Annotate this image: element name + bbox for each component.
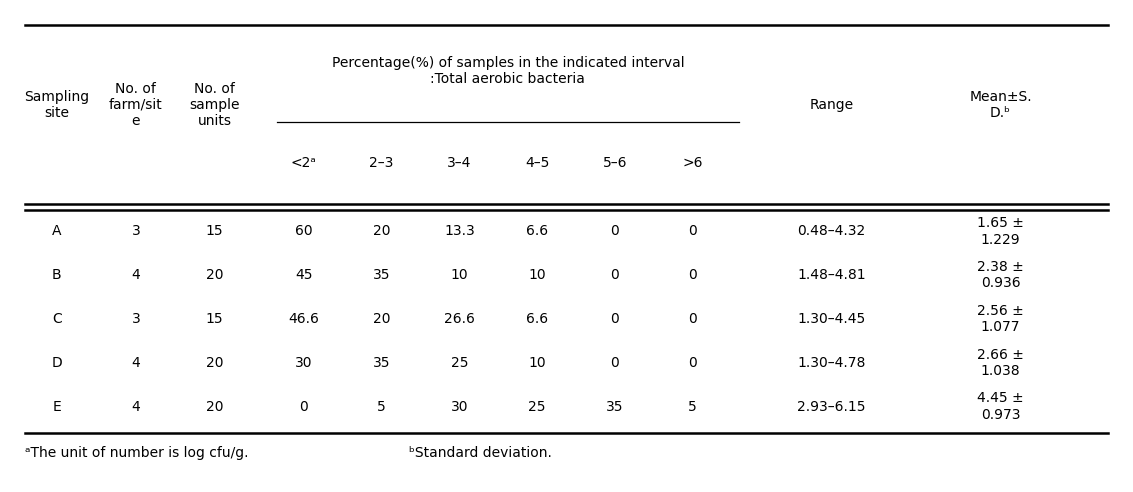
Text: 4: 4	[131, 356, 140, 370]
Text: 0: 0	[689, 224, 697, 239]
Text: 5–6: 5–6	[603, 156, 628, 170]
Text: 0.48–4.32: 0.48–4.32	[798, 224, 866, 239]
Text: 2.66 ±
1.038: 2.66 ± 1.038	[977, 348, 1024, 378]
Text: >6: >6	[682, 156, 702, 170]
Text: 15: 15	[206, 224, 223, 239]
Text: 0: 0	[611, 356, 620, 370]
Text: 4: 4	[131, 400, 140, 414]
Text: 2.93–6.15: 2.93–6.15	[798, 400, 866, 414]
Text: ᵇStandard deviation.: ᵇStandard deviation.	[409, 446, 552, 460]
Text: 35: 35	[606, 400, 624, 414]
Text: 45: 45	[295, 268, 313, 282]
Text: 30: 30	[295, 356, 313, 370]
Text: 0: 0	[689, 356, 697, 370]
Text: 20: 20	[206, 268, 223, 282]
Text: 0: 0	[611, 312, 620, 326]
Text: 0: 0	[689, 268, 697, 282]
Text: E: E	[52, 400, 61, 414]
Text: 30: 30	[451, 400, 468, 414]
Text: <2ᵃ: <2ᵃ	[291, 156, 317, 170]
Text: 6.6: 6.6	[526, 224, 548, 239]
Text: 3: 3	[131, 312, 140, 326]
Text: 0: 0	[611, 268, 620, 282]
Text: 4–5: 4–5	[525, 156, 550, 170]
Text: 20: 20	[206, 356, 223, 370]
Text: No. of
sample
units: No. of sample units	[189, 82, 240, 128]
Text: C: C	[52, 312, 62, 326]
Text: 25: 25	[528, 400, 546, 414]
Text: 1.30–4.78: 1.30–4.78	[798, 356, 866, 370]
Text: B: B	[52, 268, 61, 282]
Text: Mean±S.
D.ᵇ: Mean±S. D.ᵇ	[969, 90, 1032, 120]
Text: 3–4: 3–4	[448, 156, 471, 170]
Text: 10: 10	[528, 356, 546, 370]
Text: 2.38 ±
0.936: 2.38 ± 0.936	[977, 260, 1024, 290]
Text: No. of
farm/sit
e: No. of farm/sit e	[109, 82, 163, 128]
Text: 20: 20	[206, 400, 223, 414]
Text: 1.65 ±
1.229: 1.65 ± 1.229	[977, 216, 1024, 246]
Text: 35: 35	[373, 356, 391, 370]
Text: 2.56 ±
1.077: 2.56 ± 1.077	[977, 304, 1024, 334]
Text: 1.48–4.81: 1.48–4.81	[798, 268, 866, 282]
Text: 6.6: 6.6	[526, 312, 548, 326]
Text: 13.3: 13.3	[444, 224, 475, 239]
Text: D: D	[51, 356, 62, 370]
Text: 3: 3	[131, 224, 140, 239]
Text: 20: 20	[373, 312, 391, 326]
Text: 0: 0	[611, 224, 620, 239]
Text: 4: 4	[131, 268, 140, 282]
Text: 20: 20	[373, 224, 391, 239]
Text: 46.6: 46.6	[289, 312, 320, 326]
Text: 25: 25	[451, 356, 468, 370]
Text: ᵃThe unit of number is log cfu/g.: ᵃThe unit of number is log cfu/g.	[25, 446, 249, 460]
Text: Sampling
site: Sampling site	[24, 90, 90, 120]
Text: 2–3: 2–3	[369, 156, 394, 170]
Text: A: A	[52, 224, 61, 239]
Text: 0: 0	[299, 400, 308, 414]
Text: 1.30–4.45: 1.30–4.45	[798, 312, 866, 326]
Text: 5: 5	[377, 400, 386, 414]
Text: 26.6: 26.6	[444, 312, 475, 326]
Text: 10: 10	[528, 268, 546, 282]
Text: Percentage(%) of samples in the indicated interval
:Total aerobic bacteria: Percentage(%) of samples in the indicate…	[332, 56, 684, 86]
Text: 0: 0	[689, 312, 697, 326]
Text: 5: 5	[689, 400, 697, 414]
Text: 4.45 ±
0.973: 4.45 ± 0.973	[978, 392, 1024, 422]
Text: 10: 10	[451, 268, 468, 282]
Text: 35: 35	[373, 268, 391, 282]
Text: 60: 60	[295, 224, 313, 239]
Text: 15: 15	[206, 312, 223, 326]
Text: Range: Range	[809, 98, 853, 112]
